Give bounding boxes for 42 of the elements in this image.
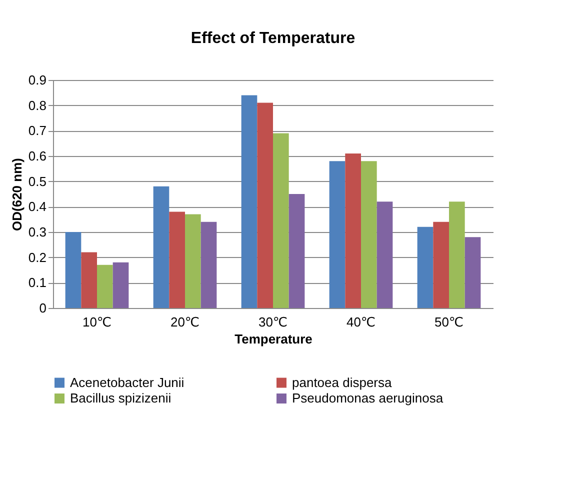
y-tick-label: 0.1 [28, 275, 46, 290]
bar [417, 226, 434, 308]
bar [81, 252, 97, 308]
x-tick-label: 10℃ [82, 314, 112, 330]
bar [185, 214, 201, 308]
bar [345, 153, 361, 308]
legend-label: Bacillus spizizenii [70, 390, 172, 406]
y-tick-label: 0.2 [28, 250, 46, 265]
bar [200, 222, 217, 308]
chart-title: Effect of Temperature [190, 30, 356, 47]
x-tick-label: 40℃ [346, 314, 376, 330]
bar [361, 161, 377, 308]
legend-label: Acenetobacter Junii [70, 374, 184, 390]
x-tick-label: 20℃ [170, 314, 200, 330]
bar [288, 194, 305, 308]
y-tick-label: 0.3 [28, 224, 46, 240]
legend-label: pantoea dispersa [292, 374, 393, 390]
bar [449, 202, 465, 308]
bar [241, 95, 258, 308]
bar [65, 232, 82, 308]
y-axis-title: OD(620 nm) [9, 158, 24, 231]
y-tick-label: 0.7 [28, 123, 46, 138]
legend-label: Pseudomonas aeruginosa [292, 390, 444, 406]
x-tick-label: 30℃ [258, 314, 288, 330]
bar [169, 212, 185, 308]
x-tick-label: 50℃ [434, 314, 464, 330]
y-tick-label: 0.6 [28, 148, 46, 164]
bar [273, 133, 289, 308]
bar [329, 161, 346, 308]
y-tick-label: 0.4 [28, 199, 46, 214]
y-tick-label: 0 [39, 300, 46, 316]
bar [257, 102, 273, 308]
y-tick-label: 0.8 [28, 98, 46, 113]
x-axis-title: Temperature [234, 332, 312, 346]
bar [112, 262, 129, 308]
bar [433, 222, 449, 308]
y-tick-label: 0.5 [28, 174, 46, 189]
y-tick-label: 0.9 [28, 72, 46, 88]
bar [153, 186, 170, 308]
bar [97, 264, 113, 308]
bar [376, 202, 393, 308]
bar [464, 237, 481, 308]
